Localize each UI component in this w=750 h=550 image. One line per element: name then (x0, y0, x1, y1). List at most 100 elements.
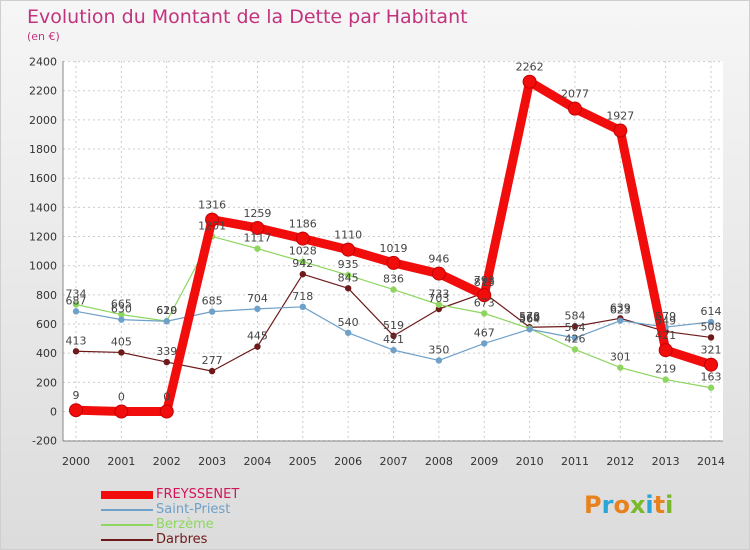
data-label: 584 (564, 309, 585, 322)
data-label: 578 (519, 310, 540, 323)
data-point (707, 384, 715, 391)
data-point (254, 245, 261, 252)
data-point (208, 308, 216, 315)
data-point (613, 123, 628, 138)
legend-swatch (101, 539, 153, 541)
data-label: 1028 (289, 245, 317, 258)
data-label: 569 (519, 312, 540, 325)
legend-swatch (101, 509, 153, 511)
data-label: 614 (701, 305, 722, 318)
data-label: 163 (701, 371, 722, 384)
data-point (522, 74, 537, 89)
y-tick-label: 200 (36, 376, 57, 389)
x-tick-label: 2008 (425, 455, 453, 468)
data-point (299, 270, 306, 278)
legend-label: Berzème (156, 517, 214, 532)
data-label: 687 (66, 294, 87, 307)
data-label: 0 (163, 391, 170, 404)
x-tick-label: 2009 (470, 455, 498, 468)
data-point (118, 349, 125, 356)
y-tick-label: 1000 (29, 260, 57, 273)
data-point (617, 317, 624, 324)
data-point (299, 258, 306, 265)
x-tick-label: 2001 (107, 455, 135, 468)
data-label: 1110 (334, 229, 362, 242)
series-lines (69, 74, 719, 419)
data-label: 519 (383, 319, 404, 332)
logo-letter: r (601, 491, 614, 519)
data-label: 219 (655, 363, 676, 376)
data-point (341, 242, 356, 257)
y-tick-label: 2000 (29, 114, 57, 127)
y-tick-label: 400 (36, 347, 57, 360)
data-point (526, 326, 533, 333)
data-label: 549 (655, 314, 676, 327)
data-label: 277 (202, 354, 223, 367)
data-label: 321 (701, 344, 722, 357)
data-point (571, 346, 579, 353)
data-point (567, 101, 582, 116)
data-label: 2077 (561, 88, 589, 101)
y-tick-label: 1200 (29, 231, 57, 244)
x-tick-label: 2013 (652, 455, 680, 468)
y-tick-label: 600 (36, 318, 57, 331)
data-label: 508 (701, 320, 722, 333)
x-tick-label: 2005 (289, 455, 317, 468)
data-label: 1259 (243, 207, 271, 220)
data-point (571, 323, 579, 330)
data-label: 946 (428, 253, 449, 266)
x-tick-label: 2011 (561, 455, 589, 468)
data-point (344, 285, 352, 292)
data-point (208, 367, 216, 375)
data-label: 0 (118, 391, 125, 404)
data-point (72, 308, 80, 315)
data-label: 685 (202, 295, 223, 308)
logo-letter: i (665, 491, 674, 519)
data-label: 733 (428, 288, 449, 301)
data-label: 2262 (516, 61, 544, 74)
data-label: 1201 (198, 219, 226, 232)
logo-letter: P (584, 491, 602, 519)
data-point (704, 357, 719, 372)
data-point (344, 329, 352, 336)
data-point (617, 364, 624, 371)
data-point (481, 310, 488, 317)
data-label: 639 (610, 301, 631, 314)
x-tick-label: 2003 (198, 455, 226, 468)
data-point (707, 334, 715, 341)
data-label: 413 (66, 334, 87, 347)
data-label: 339 (156, 345, 177, 358)
y-tick-label: 2400 (29, 56, 57, 69)
data-label: 1019 (380, 242, 408, 255)
legend-swatch (101, 524, 153, 526)
data-label: 1117 (243, 232, 271, 245)
data-point (435, 305, 443, 313)
y-tick-label: 800 (36, 289, 57, 302)
data-point (390, 286, 397, 293)
axes: -200020040060080010001200140016001800200… (29, 56, 725, 468)
legend-label: Darbres (156, 532, 208, 547)
x-tick-label: 2010 (516, 455, 544, 468)
data-point (118, 316, 125, 323)
data-point (390, 346, 397, 354)
data-point (205, 212, 220, 227)
data-point (72, 301, 80, 308)
data-point (390, 332, 397, 340)
data-label: 718 (292, 290, 313, 303)
data-label: 579 (655, 310, 676, 323)
data-label: 504 (564, 321, 585, 334)
data-label: 630 (111, 303, 132, 316)
data-point (69, 403, 83, 418)
data-label: 421 (655, 329, 676, 342)
legend-label: FREYSSENET (156, 487, 240, 502)
data-point (72, 348, 80, 355)
data-labels: 413 405 339 277 445 942 845 519 703 813 578 584 639 5… (66, 61, 722, 404)
data-label: 704 (247, 292, 268, 305)
x-tick-label: 2014 (697, 455, 725, 468)
data-label: 301 (610, 351, 631, 364)
data-point (299, 303, 306, 311)
data-label: 445 (247, 330, 268, 343)
legend-swatch (101, 491, 153, 499)
logo-letter: o (613, 491, 630, 519)
